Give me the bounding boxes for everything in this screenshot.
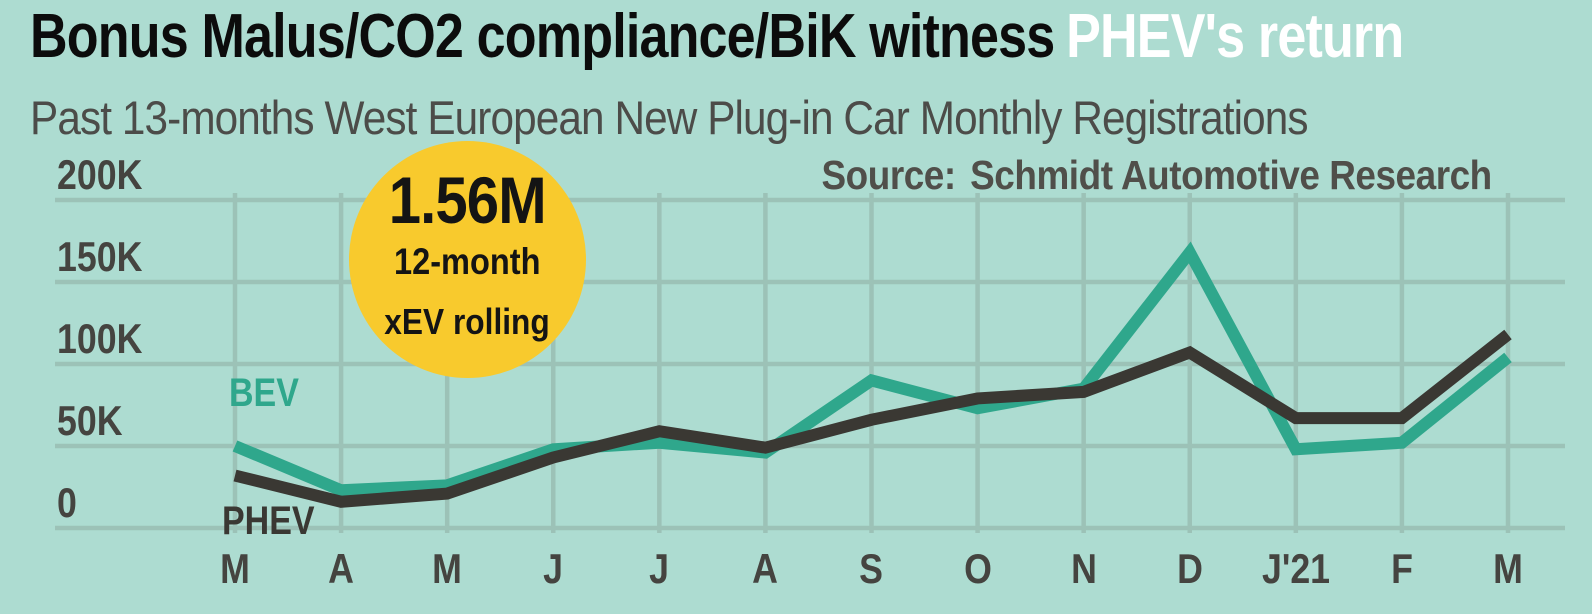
x-axis-tick-label: O bbox=[963, 545, 992, 592]
title-main: Bonus Malus/CO2 compliance/BiK witness bbox=[30, 2, 1055, 71]
bev-line bbox=[232, 241, 1512, 497]
y-axis-tick-label: 0 bbox=[57, 479, 77, 526]
source-label: Source: bbox=[821, 152, 957, 198]
y-axis-tick-label: 150K bbox=[57, 233, 143, 280]
y-axis-tick-label: 50K bbox=[57, 397, 123, 444]
y-axis-tick-label: 100K bbox=[57, 315, 143, 362]
x-axis-tick-label: M bbox=[220, 545, 250, 592]
title-highlight: PHEV's return bbox=[1066, 2, 1404, 71]
x-axis-tick-label: M bbox=[432, 545, 463, 592]
x-axis-tick-label: A bbox=[328, 545, 354, 592]
source-value: Schmidt Automotive Research bbox=[970, 152, 1492, 198]
source-credit: Source: Schmidt Automotive Research bbox=[821, 152, 1493, 199]
rolling-total-value: 1.56M bbox=[388, 163, 547, 237]
x-axis-tick-label: A bbox=[752, 545, 779, 592]
phev-line bbox=[233, 329, 1512, 508]
x-axis-tick-label: S bbox=[859, 545, 884, 592]
x-axis-tick-label: J'21 bbox=[1261, 545, 1330, 592]
x-axis-tick-label: D bbox=[1176, 545, 1203, 592]
x-axis-tick-label: J bbox=[649, 545, 670, 592]
rolling-total-badge: 1.56M 12-month xEV rolling bbox=[349, 141, 586, 378]
phev-series-label: PHEV bbox=[222, 499, 315, 543]
bev-series-label: BEV bbox=[229, 371, 299, 415]
x-axis-tick-label: F bbox=[1391, 545, 1413, 592]
rolling-total-caption: xEV rolling bbox=[384, 301, 551, 342]
rolling-total-period: 12-month bbox=[394, 241, 541, 282]
x-axis-tick-label: J bbox=[543, 545, 564, 592]
page-title: Bonus Malus/CO2 compliance/BiK witness PH… bbox=[30, 2, 1404, 71]
chart-subtitle: Past 13-months West European New Plug-in… bbox=[30, 91, 1308, 144]
x-axis-tick-label: M bbox=[1493, 545, 1523, 592]
x-axis-tick-label: N bbox=[1070, 545, 1097, 592]
y-axis-tick-label: 200K bbox=[57, 151, 143, 198]
